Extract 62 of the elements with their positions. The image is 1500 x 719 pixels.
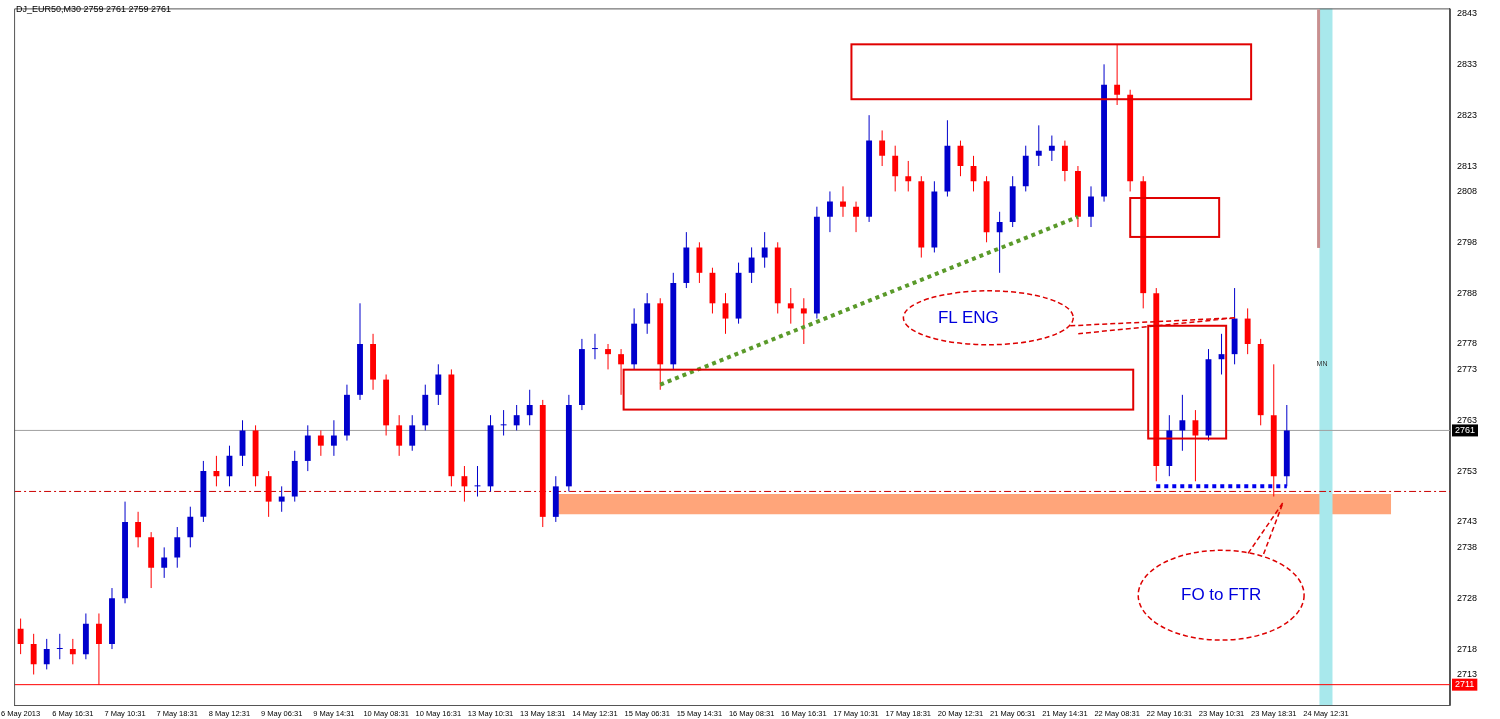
- candlestick: [1179, 394, 1186, 452]
- y-tick-label: 2813: [1456, 160, 1478, 171]
- candlestick: [840, 185, 846, 218]
- candlestick: [853, 201, 859, 233]
- candlestick: [135, 511, 142, 548]
- candlestick: [996, 211, 1003, 274]
- candlestick: [187, 506, 194, 548]
- candlestick: [513, 404, 520, 431]
- y-tick-label: 2823: [1456, 109, 1478, 120]
- candlestick: [1035, 124, 1042, 167]
- candlestick: [905, 160, 912, 192]
- candlestick: [317, 429, 324, 457]
- y-tick-label: 2833: [1456, 58, 1478, 69]
- candlestick: [174, 526, 181, 569]
- candlestick: [30, 633, 37, 675]
- candlestick: [56, 633, 63, 660]
- y-tick-label: 2773: [1456, 363, 1478, 374]
- candlestick: [1192, 409, 1199, 482]
- chart-title: DJ_EUR50,M30 2759 2761 2759 2761: [16, 4, 172, 14]
- annotation: FO to FTR: [1181, 585, 1262, 606]
- y-tick-label: 2788: [1456, 287, 1478, 298]
- candlestick: [892, 145, 899, 192]
- ref-line-label: 2711: [1454, 679, 1475, 690]
- candlestick: [409, 414, 416, 452]
- y-tick-label: 2778: [1456, 338, 1478, 349]
- candlestick: [879, 129, 886, 167]
- y-tick-label: 2798: [1456, 236, 1478, 247]
- candlestick: [644, 292, 651, 335]
- ref-line-label: 2761: [1454, 424, 1476, 435]
- y-tick-label: 2738: [1456, 541, 1478, 552]
- candlestick: [526, 389, 533, 426]
- candlestick: [396, 414, 403, 457]
- candlestick: [1048, 135, 1055, 162]
- candlestick: [69, 638, 76, 665]
- annotation: FL ENG: [937, 307, 999, 328]
- candlestick: [500, 409, 507, 437]
- candlestick: [748, 246, 755, 284]
- candlestick: [161, 546, 168, 579]
- y-tick-label: 2763: [1456, 414, 1478, 425]
- candlestick: [605, 343, 611, 370]
- candlestick: [1114, 43, 1121, 106]
- candlestick: [592, 333, 598, 360]
- candlestick: [618, 348, 625, 396]
- y-tick-label: 2743: [1456, 516, 1478, 527]
- candlestick: [827, 190, 833, 233]
- y-tick-label: 2728: [1456, 592, 1478, 603]
- candlestick: [17, 618, 24, 655]
- candlestick: [461, 465, 468, 503]
- candlestick: [330, 419, 337, 457]
- candlestick: [761, 231, 768, 269]
- candlestick: [213, 455, 220, 487]
- candlestick: [1088, 185, 1094, 228]
- candlestick: [435, 363, 442, 406]
- candlestick: [800, 297, 807, 345]
- y-tick-label: 2718: [1456, 643, 1478, 654]
- candlestick: [787, 287, 794, 325]
- y-tick-label: 2753: [1456, 465, 1478, 476]
- candlestick: [43, 638, 50, 670]
- y-tick-label: 2808: [1456, 185, 1478, 196]
- y-tick-label: 2843: [1456, 7, 1478, 18]
- candlestick: [278, 485, 285, 513]
- y-tick-label: 2713: [1456, 668, 1478, 679]
